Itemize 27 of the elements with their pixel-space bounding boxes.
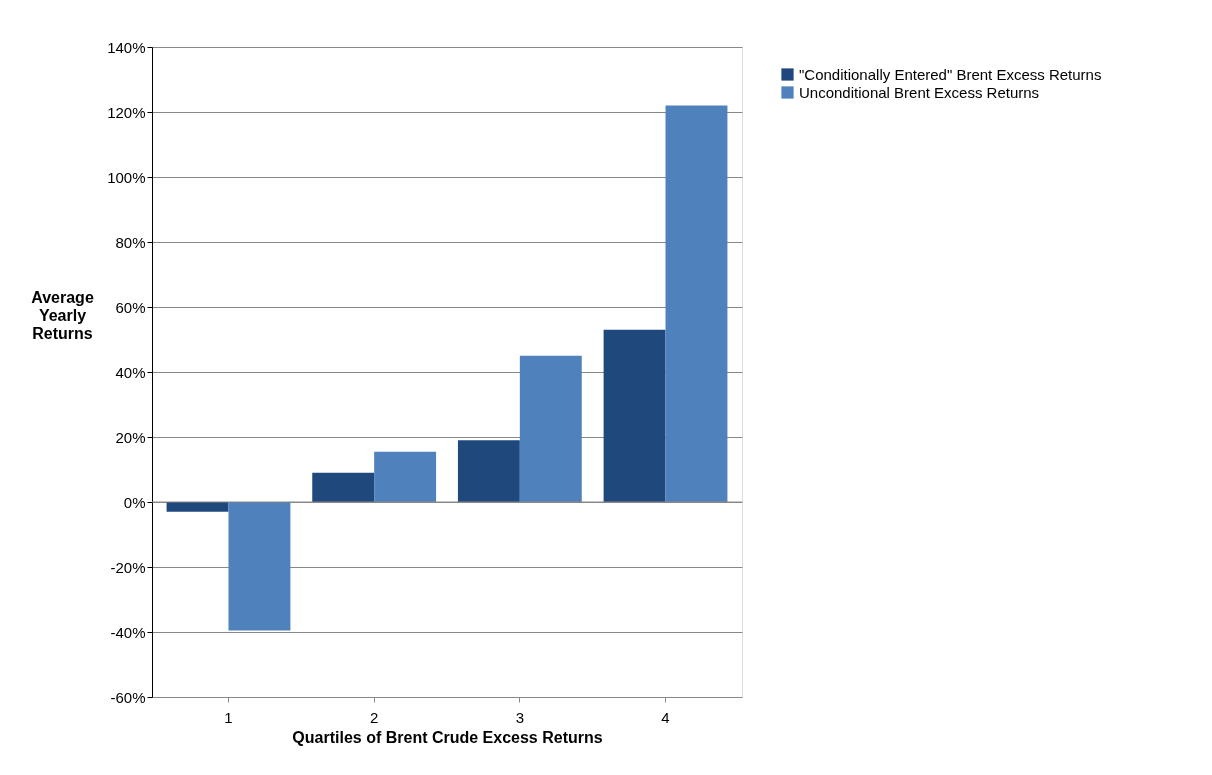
y-tick-label: -20% (110, 558, 146, 576)
y-tick-label: 20% (115, 428, 146, 446)
x-tick-label: 1 (224, 708, 233, 726)
bar (374, 451, 437, 502)
y-tick-label: 40% (115, 363, 146, 381)
y-tick-label: 120% (107, 103, 146, 121)
y-tick-label: 140% (107, 38, 146, 56)
bar (166, 502, 229, 512)
y-tick-label: -40% (110, 623, 146, 641)
legend-label: Unconditional Brent Excess Returns (799, 83, 1040, 101)
y-tick-label: 80% (115, 233, 146, 251)
y-tick-label: -60% (110, 688, 146, 706)
bar (665, 105, 728, 502)
bar (457, 440, 520, 502)
bar (603, 329, 666, 502)
x-tick-label: 3 (515, 708, 525, 726)
x-axis-title: Quartiles of Brent Crude Excess Returns (292, 728, 603, 746)
bar (519, 355, 582, 502)
x-tick-label: 2 (369, 708, 379, 726)
bar (312, 472, 375, 502)
y-tick-label: 0% (123, 493, 146, 511)
legend-label: "Conditionally Entered" Brent Excess Returns (799, 65, 1102, 83)
y-axis-title: Average Yearly Returns (31, 288, 94, 342)
y-tick-label: 60% (115, 298, 146, 316)
y-tick-label: 100% (107, 168, 146, 186)
bar (228, 502, 291, 631)
x-tick-label: 4 (661, 708, 670, 726)
